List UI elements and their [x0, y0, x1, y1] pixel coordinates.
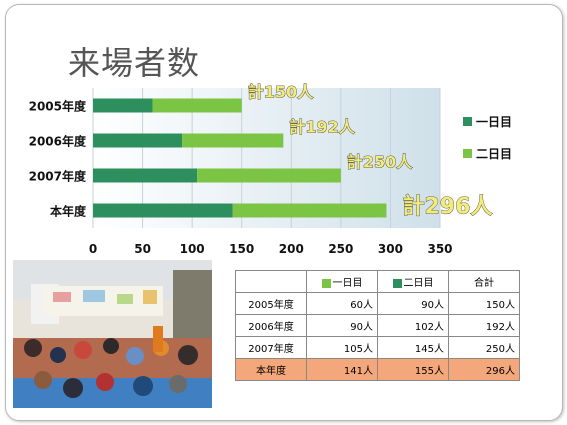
bars	[93, 98, 387, 218]
total-label: 計192人	[289, 118, 355, 137]
table-cell-year: 本年度	[235, 358, 307, 381]
legend-label: 一日目	[476, 115, 512, 129]
x-tick-label: 0	[89, 242, 97, 256]
table-header-total: 合計	[448, 270, 520, 293]
table-cell-day2: 102人	[377, 314, 449, 337]
table-cell-year: 2005年度	[235, 292, 307, 315]
table-header-day2: 二日目	[377, 270, 449, 293]
total-label: 計250人	[347, 153, 413, 172]
table-row: 2006年度 90人 102人 192人	[235, 314, 520, 337]
total-label: 計150人	[248, 83, 314, 102]
table-cell-year: 2007年度	[235, 336, 307, 359]
bar-day1	[93, 98, 153, 113]
x-tick-label: 100	[180, 242, 205, 256]
bar-day2	[152, 98, 242, 113]
legend-swatch	[463, 149, 472, 158]
category-label: 2005年度	[29, 99, 87, 114]
table-cell-year: 2006年度	[235, 314, 307, 337]
day1-swatch-icon	[321, 278, 331, 288]
table-cell-day1: 60人	[306, 292, 378, 315]
classroom-photo	[13, 260, 212, 408]
bar-day2	[197, 168, 341, 183]
total-label: 計296人	[402, 194, 492, 220]
table-cell-total: 296人	[448, 358, 520, 381]
bar-day1	[93, 203, 233, 218]
table-cell-total: 150人	[448, 292, 520, 315]
table-row: 2005年度 60人 90人 150人	[235, 292, 520, 315]
table-header-cell	[235, 270, 307, 293]
category-label: 本年度	[50, 204, 87, 219]
day2-swatch-icon	[392, 278, 402, 288]
x-tick-label: 250	[328, 242, 353, 256]
category-label: 2007年度	[29, 169, 87, 184]
table-cell-day2: 90人	[377, 292, 449, 315]
slide-title: 来場者数	[68, 44, 201, 82]
table-header-row: 一日目 二日目 合計	[235, 270, 520, 293]
legend-label: 二日目	[476, 147, 512, 161]
table-row: 2007年度 105人 145人 250人	[235, 336, 520, 359]
x-tick-label: 200	[279, 242, 304, 256]
bar-day2	[232, 203, 387, 218]
category-label: 2006年度	[29, 134, 87, 149]
table-cell-day1: 90人	[306, 314, 378, 337]
legend-swatch	[463, 117, 472, 126]
x-tick-label: 300	[378, 242, 403, 256]
table-cell-total: 192人	[448, 314, 520, 337]
x-tick-label: 150	[229, 242, 254, 256]
x-tick-label: 350	[427, 242, 452, 256]
table-cell-day1: 141人	[306, 358, 378, 381]
table-cell-day2: 155人	[377, 358, 449, 381]
x-tick-labels: 0 50 100 150 200 250 300 350	[89, 242, 453, 256]
visitor-table: 一日目 二日目 合計 2005年度 60人 90人 150人 2006年度 90…	[235, 270, 520, 381]
bar-day2	[182, 133, 284, 148]
x-tick-label: 50	[134, 242, 151, 256]
table-cell-day2: 145人	[377, 336, 449, 359]
table-cell-day1: 105人	[306, 336, 378, 359]
bar-day1	[93, 133, 183, 148]
table-cell-total: 250人	[448, 336, 520, 359]
table-row-highlight: 本年度 141人 155人 296人	[235, 358, 520, 381]
table-header-day1: 一日目	[306, 270, 378, 293]
bar-day1	[93, 168, 198, 183]
